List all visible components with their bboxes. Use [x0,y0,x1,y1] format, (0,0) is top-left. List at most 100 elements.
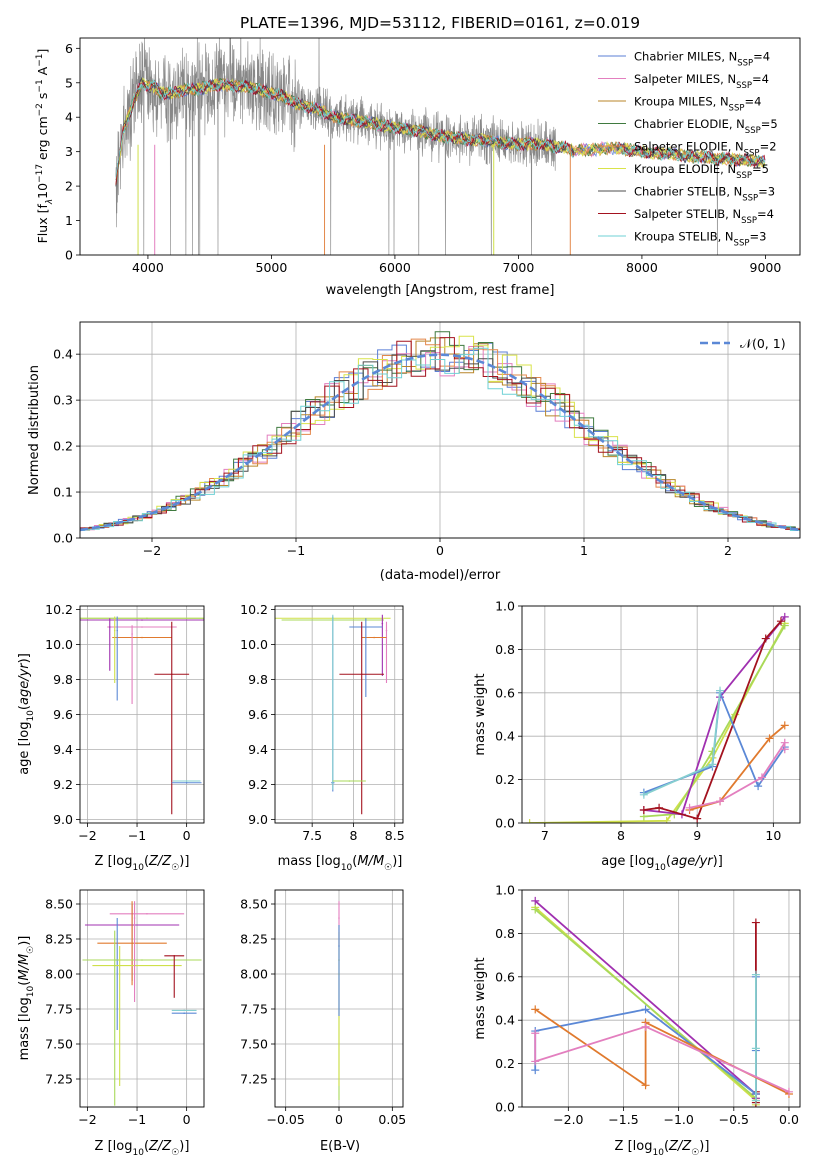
x-tick-label: −2 [143,543,161,558]
label-part: 10 [652,1148,664,1158]
label-part: mass [log [278,854,341,869]
label-part: )] [17,936,32,946]
legend-entry: Salpeter MILES, NSSP=4 [634,72,769,91]
weight-marker [639,790,648,799]
y-tick-label: 0.4 [495,1013,515,1028]
label-part: mass [log [17,997,32,1060]
y-tick-label: 9.6 [53,707,73,722]
y-tick-label: 10.2 [240,602,268,617]
data-point [338,945,340,947]
legend-sub: SSP [729,104,745,114]
x-tick-label: −0.5 [719,1112,749,1127]
plot-area [338,901,340,1100]
model-spectrum-line [115,79,766,185]
x-tick-label: 2 [724,543,732,558]
label-part: Z/Z [148,1139,172,1154]
x-tick-label: 0.0 [779,1112,799,1127]
y-tick-label: 0.2 [53,439,73,454]
data-point [373,636,375,639]
residual-histogram [80,350,800,531]
weight-marker [784,1087,793,1096]
y-tick-label: 1.0 [495,883,515,898]
weight-marker [751,970,760,979]
y-tick-label: 5 [65,75,73,90]
label-part: 10 [654,863,666,873]
y-tick-label: 1 [65,213,73,228]
y-tick-label: 10.0 [240,637,268,652]
model-spectrum-line [115,77,766,185]
data-point [108,626,111,628]
age-vs-metallicity-panel: −2 −1 09.09.29.49.69.810.010.2Z [log10(Z/Z… [17,602,205,873]
data-point [146,617,148,620]
data-point [113,964,116,967]
weight-marker [757,773,766,782]
y-tick-label: 2 [65,179,73,194]
residuals-panel: −2 −1 0 1 2 0.0 0.1 0.2 0.3 0.4 𝒩(0, 1) (data-model… [27,321,801,583]
legend-label: Kroupa STELIB, N [634,230,734,244]
y-tick-label: 0.0 [53,531,73,546]
figure-title: PLATE=1396, MJD=53112, FIBERID=0161, z=0… [240,14,640,32]
weight-marker [716,797,725,806]
legend-tail: =3 [758,185,775,199]
plot-area [80,331,800,532]
x-tick-label: 7000 [503,260,535,275]
label-part: 10 [341,863,353,873]
label-part: ] [35,49,50,54]
label-part: ( [144,854,149,869]
y-tick-label: 1.0 [495,599,515,614]
model-spectrum-line [115,78,766,186]
legend-label: Chabrier STELIB, N [634,185,742,199]
y-axis-label: Normed distribution [27,365,42,495]
weight-line [529,622,786,823]
legend-entry: Chabrier MILES, NSSP=4 [634,50,770,69]
label-part: erg cm [35,116,50,164]
y-axis-label: mass weight [473,673,488,755]
label-part: 10 [132,863,144,873]
x-tick-label: 6000 [379,260,411,275]
label-part: mass weight [473,957,488,1039]
x-tick-label: −1 [128,1112,146,1127]
y-tick-label: 0.1 [53,485,73,500]
x-tick-label: 4000 [132,260,164,275]
plot-area [525,612,789,823]
y-tick-label: 0.4 [495,729,515,744]
x-tick-label: 9000 [750,260,782,275]
y-axis-label: mass [log10(M/M☉)] [17,936,36,1061]
x-tick-label: 0 [436,543,444,558]
weight-marker [708,747,717,756]
weight-marker [641,1022,650,1031]
plot-area [82,901,202,1106]
plot-area [115,38,766,255]
legend-tail: =4 [753,50,770,64]
x-tick-label: 8 [349,828,357,843]
spectrum-panel: 4000 5000 6000 7000 8000 9000 0 1 2 3 4 5 6 wavelengt… [35,37,801,298]
x-tick-label: −1.0 [663,1112,693,1127]
weight-marker [693,814,702,823]
age-vs-mass-panel: 7.5 8 8.5 9.0 9.2 9.4 9.6 9.8 10.0 10.2 mass [log1… [240,602,405,873]
weight-line [534,1008,790,1095]
y-tick-label: 8.50 [240,897,268,912]
data-point [133,917,136,919]
label-part: wavelength [Angstrom, rest frame] [326,283,555,298]
data-point [381,622,384,625]
data-point [141,636,143,639]
x-tick-label: −1 [287,543,305,558]
y-tick-label: 0.3 [53,393,73,408]
legend-label: Salpeter STELIB, N [634,207,741,221]
data-point [118,973,121,975]
x-tick-label: −1 [128,828,146,843]
weight-marker [780,721,789,730]
weight-marker [716,686,725,695]
legend-label: Salpeter MILES, N [634,72,736,86]
weight-marker [751,1096,760,1105]
y-tick-label: 0 [65,248,73,263]
y-tick-label: 6 [65,41,73,56]
label-part: Z/Z [668,1139,692,1154]
y-tick-label: 0.0 [495,816,515,831]
legend-sub: SSP [742,194,758,204]
x-tick-label: 1 [580,543,588,558]
x-tick-label: 0.05 [378,1112,406,1127]
label-part: Z [log [615,1139,653,1154]
plot-area [275,614,391,815]
legend-entry: Kroupa MILES, NSSP=4 [634,95,761,114]
